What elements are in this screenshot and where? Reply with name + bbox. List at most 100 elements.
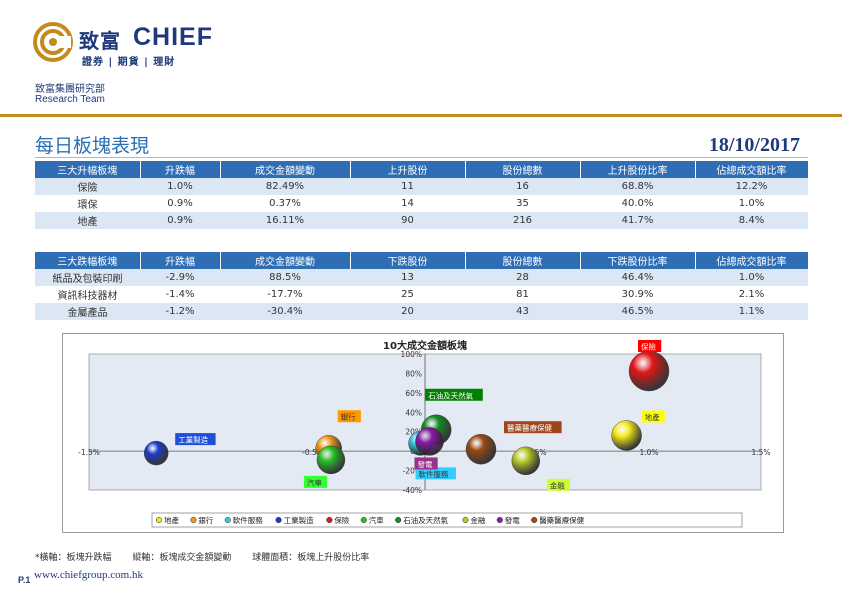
table-cell: 25 [401, 289, 414, 300]
sector-name-cell: 資訊科技器材 [57, 291, 118, 302]
legend-entry: 銀行 [198, 515, 213, 525]
page-title: 每日板塊表現 [35, 135, 150, 157]
table-cell: 14 [401, 198, 414, 209]
report-date: 18/10/2017 [708, 134, 800, 156]
table-cell: 41.7% [580, 212, 695, 229]
table-cell: 46.5% [580, 303, 695, 320]
x-tick-label: 1.0% [639, 448, 658, 457]
bubble-label: 銀行 [341, 412, 356, 422]
table-header-row: 三大升幅板塊 升跌幅 成交金額變動 上升股份 股份總數 上升股份比率 佔總成交額比率 [35, 161, 809, 178]
page-number: P.1 [18, 575, 31, 585]
bubble-3[interactable] [143, 440, 169, 466]
sector-name-cell: 金屬產品 [35, 303, 140, 320]
table-cell: 20 [350, 303, 465, 320]
table-cell: -17.7% [267, 289, 303, 300]
chart-title: 10大成交金額板塊 [383, 339, 467, 352]
table-header-row: 三大跌幅板塊 升跌幅 成交金額變動 下跌股份 股份總數 下跌股份比率 佔總成交額比率 [35, 252, 809, 269]
legend-entry: 保險 [334, 515, 349, 525]
table-cell: 82.49% [220, 178, 350, 195]
legend-entry: 汽車 [369, 515, 384, 525]
chart-legend [151, 512, 743, 528]
table-cell: 88.5% [220, 269, 350, 286]
bubble-7[interactable] [511, 446, 540, 476]
bubble-8[interactable] [415, 427, 444, 456]
table-cell: -1.2% [140, 303, 220, 320]
column-header: 下跌股份比率 [580, 252, 696, 269]
column-header: 佔總成交額比率 [695, 161, 809, 178]
department-name-en: Research Team [35, 94, 105, 105]
column-header: 股份總數 [465, 252, 581, 269]
y-tick-label: 20% [405, 428, 422, 437]
y-tick-label: -20% [403, 467, 422, 476]
column-header: 上升股份 [350, 161, 466, 178]
legend-entry: 工業製造 [284, 515, 314, 525]
chart-footnote: *橫軸：板塊升跌幅 縱軸：板塊成交金額變動 球體面積：板塊上升股份比率 [35, 550, 387, 563]
y-tick-label: 100% [401, 350, 422, 359]
table-row: 地產 0.9% 16.11% 90 216 41.7% 8.4% [35, 212, 808, 229]
column-header: 上升股份比率 [580, 161, 696, 178]
legend-marker [360, 516, 367, 524]
y-tick-label: 60% [405, 389, 422, 398]
table-cell: 46.4% [580, 269, 695, 286]
table-cell: -1.4% [165, 289, 195, 300]
table-cell: 28 [465, 269, 580, 286]
header-divider [0, 114, 842, 117]
table-cell: -2.9% [140, 269, 220, 286]
legend-marker [224, 516, 231, 524]
table-row: 資訊科技器材 -1.4% -17.7% 25 81 30.9% 2.1% [35, 286, 808, 303]
bubble-label-box [638, 340, 662, 353]
table-row: 金屬產品 -1.2% -30.4% 20 43 46.5% 1.1% [35, 303, 808, 320]
bubble-label-box [337, 410, 361, 423]
table-cell: 11 [350, 178, 465, 195]
x-tick-label: 1.5% [751, 448, 770, 457]
column-header: 股份總數 [465, 161, 581, 178]
legend-marker [496, 516, 503, 524]
bubble-label: 保險 [641, 342, 656, 352]
bubble-5[interactable] [316, 445, 346, 475]
footnote-y-axis: 縱軸：板塊成交金額變動 [132, 553, 232, 563]
table-cell: 16 [465, 178, 580, 195]
bubble-9[interactable] [465, 433, 497, 465]
table-cell: 13 [350, 269, 465, 286]
table-cell: 0.37% [269, 198, 301, 209]
table-cell: 1.1% [695, 303, 808, 320]
bubble-4[interactable] [628, 350, 670, 392]
legend-entry: 發電 [505, 516, 520, 525]
table-cell: 81 [516, 289, 529, 300]
y-tick-label: 40% [405, 408, 422, 417]
legend-entry: 金融 [470, 515, 485, 525]
chief-logo-icon [33, 22, 73, 62]
y-tick-label: -40% [403, 486, 422, 495]
column-header: 三大跌幅板塊 [35, 252, 141, 269]
table-cell: 90 [350, 212, 465, 229]
brand-tagline: 證券 | 期貨 | 理財 [82, 57, 176, 68]
website-link[interactable]: www.chiefgroup.com.hk [34, 569, 143, 581]
table-row: 紙品及包裝印刷 -2.9% 88.5% 13 28 46.4% 1.0% [35, 269, 808, 286]
title-underline [35, 157, 808, 158]
table-row: 環保 0.9% 0.37% 14 35 40.0% 1.0% [35, 195, 808, 212]
footnote-bubble-size: 球體面積：板塊上升股份比率 [252, 553, 370, 563]
y-tick-label: 80% [405, 369, 422, 378]
legend-entry: 石油及天然氣 [403, 515, 448, 525]
column-header: 佔總成交額比率 [695, 252, 809, 269]
bubble-0[interactable] [611, 420, 642, 451]
table-cell: 12.2% [695, 178, 808, 195]
table-cell: -30.4% [220, 303, 350, 320]
sector-name-cell: 保險 [35, 178, 140, 195]
x-tick-label: -0.5% [302, 448, 324, 457]
table-cell: 1.0% [695, 269, 808, 286]
table-cell: 1.0% [738, 198, 765, 209]
bubble-label: 醫藥醫療保健 [507, 423, 552, 433]
bubble-label: 石油及天然氣 [428, 390, 473, 400]
table-cell: 1.0% [140, 178, 220, 195]
table-cell: 0.9% [167, 198, 193, 209]
bubble-label-box [414, 457, 438, 470]
legend-marker [155, 516, 163, 524]
top-losers-table: 三大跌幅板塊 升跌幅 成交金額變動 下跌股份 股份總數 下跌股份比率 佔總成交額比率 紙品及… [35, 252, 809, 320]
top-gainers-table: 三大升幅板塊 升跌幅 成交金額變動 上升股份 股份總數 上升股份比率 佔總成交額比率 保險 1… [35, 161, 809, 229]
table-cell: 0.9% [140, 212, 220, 229]
bubble-label: 發電 [417, 460, 432, 469]
legend-entry: 醫藥醫療保健 [539, 515, 584, 525]
table-cell: 16.11% [220, 212, 350, 229]
legend-marker [531, 516, 538, 524]
